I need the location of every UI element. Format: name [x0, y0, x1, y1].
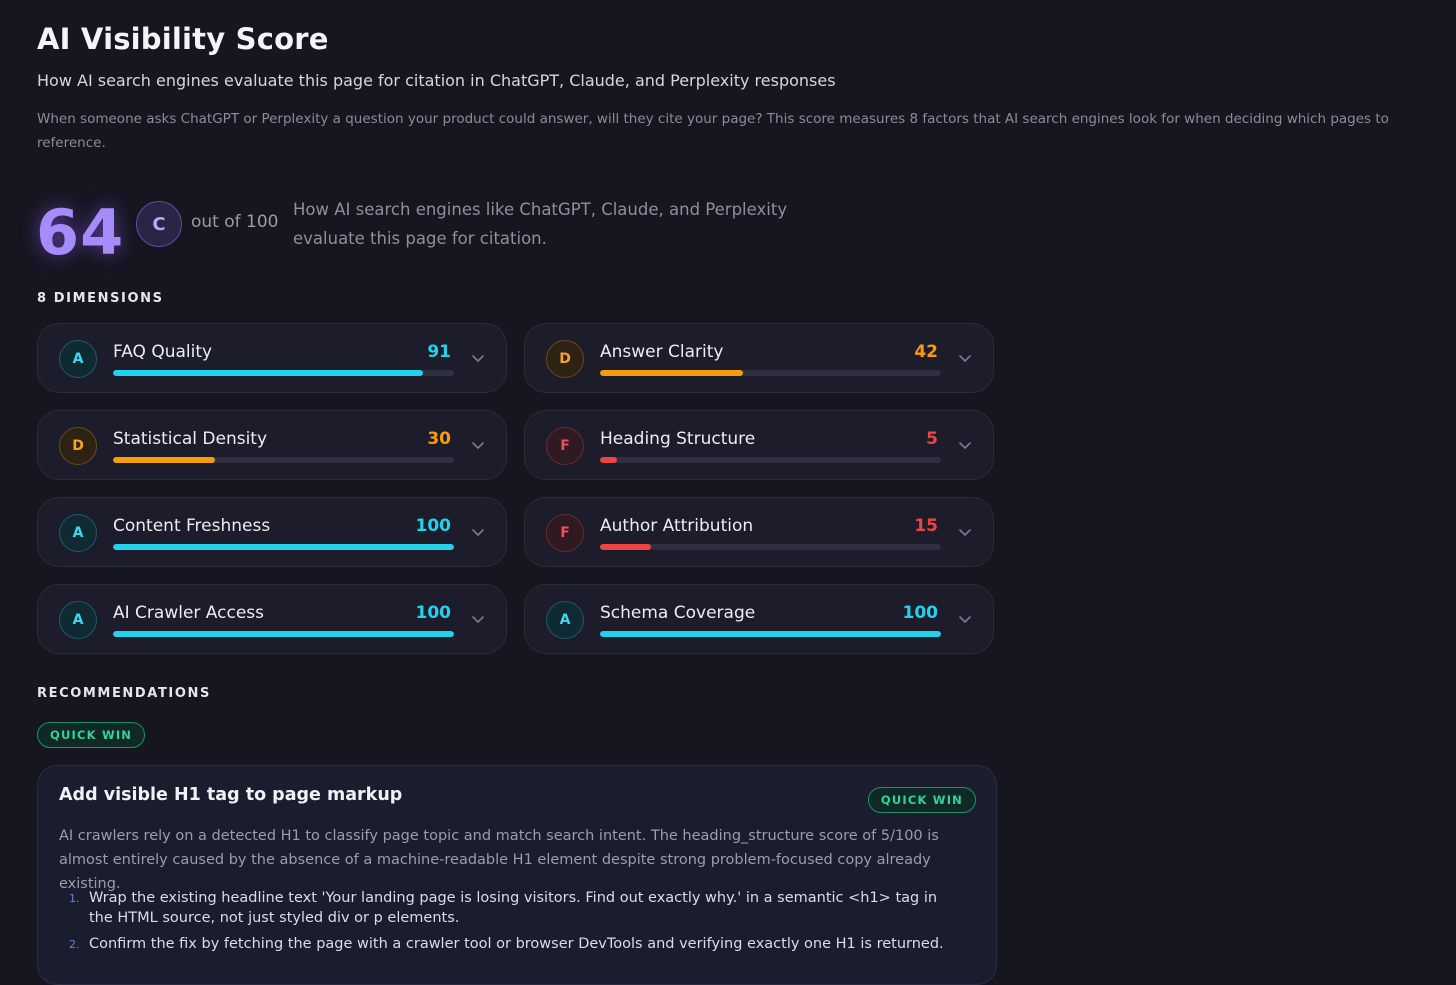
score-description: How AI search engines like ChatGPT, Clau… [293, 200, 788, 248]
dimension-label: Answer Clarity [600, 342, 724, 362]
dimension-progress-track [600, 631, 941, 637]
overall-score: 64 [36, 196, 125, 269]
dimension-progress-fill [600, 370, 744, 376]
dimension-label: AI Crawler Access [113, 603, 264, 623]
step-text: Wrap the existing headline text 'Your la… [89, 890, 938, 926]
dimension-progress-fill [113, 631, 454, 637]
page-description: When someone asks ChatGPT or Perplexity … [37, 111, 1389, 151]
dimensions-heading: 8 DIMENSIONS [37, 291, 164, 306]
page-title: AI Visibility Score [37, 22, 329, 56]
dimension-progress-track [600, 457, 941, 463]
dimension-progress-fill [113, 457, 216, 463]
chevron-down-icon[interactable] [957, 611, 973, 627]
dimension-progress-track [113, 631, 454, 637]
chevron-down-icon[interactable] [957, 524, 973, 540]
dimension-score: 30 [427, 429, 451, 449]
dimension-card[interactable]: A Content Freshness 100 [37, 497, 507, 567]
dimension-card[interactable]: A FAQ Quality 91 [37, 323, 507, 393]
recommendation-tag: QUICK WIN [867, 787, 976, 813]
chevron-down-icon[interactable] [957, 437, 973, 453]
dimension-card[interactable]: A AI Crawler Access 100 [37, 584, 507, 654]
chevron-down-icon[interactable] [957, 350, 973, 366]
chevron-down-icon[interactable] [470, 524, 486, 540]
recommendation-steps: 1. Wrap the existing headline text 'Your… [59, 888, 959, 960]
dimension-score: 5 [926, 429, 938, 449]
recommendation-tag-label: QUICK WIN [867, 787, 976, 813]
dimension-progress-fill [600, 457, 618, 463]
step-number: 1. [69, 892, 80, 905]
dimension-score: 100 [415, 516, 452, 536]
chevron-down-icon[interactable] [470, 611, 486, 627]
dimension-label: Author Attribution [600, 516, 754, 536]
dimension-card[interactable]: D Answer Clarity 42 [524, 323, 994, 393]
dimension-progress-fill [113, 544, 454, 550]
dimension-progress-fill [113, 370, 424, 376]
dimension-progress-track [113, 544, 454, 550]
dimension-progress-track [113, 457, 454, 463]
dimension-card[interactable]: F Heading Structure 5 [524, 410, 994, 480]
dimension-grade-badge: F [546, 427, 584, 465]
dimension-card[interactable]: D Statistical Density 30 [37, 410, 507, 480]
quick-win-filter[interactable]: QUICK WIN [37, 722, 146, 748]
overall-grade-badge: C [136, 201, 182, 247]
recommendation-card[interactable]: Add visible H1 tag to page markup QUICK … [37, 765, 997, 985]
dimension-progress-fill [600, 544, 652, 550]
dimension-score: 42 [914, 342, 938, 362]
dimension-score: 100 [902, 603, 939, 623]
dimension-progress-track [113, 370, 454, 376]
dimension-score: 100 [415, 603, 452, 623]
dimension-progress-track [600, 370, 941, 376]
ai-visibility-page: AI Visibility Score How AI search engine… [36, 22, 1389, 985]
dimension-card[interactable]: F Author Attribution 15 [524, 497, 994, 567]
dimension-label: Statistical Density [113, 429, 268, 449]
chevron-down-icon[interactable] [470, 350, 486, 366]
chevron-down-icon[interactable] [470, 437, 486, 453]
dimension-grade-badge: A [59, 340, 97, 378]
recommendation-body: AI crawlers rely on a detected H1 to cla… [59, 828, 939, 892]
dimension-label: Heading Structure [600, 429, 756, 449]
quick-win-filter-label: QUICK WIN [37, 722, 146, 748]
dimension-score: 15 [914, 516, 938, 536]
recommendation-step: 1. Wrap the existing headline text 'Your… [59, 888, 959, 928]
dimension-score: 91 [427, 342, 451, 362]
page-subtitle: How AI search engines evaluate this page… [37, 71, 836, 90]
score-out-of: out of 100 [191, 212, 279, 232]
step-number: 2. [69, 938, 80, 951]
dimension-progress-track [600, 544, 941, 550]
recommendation-title: Add visible H1 tag to page markup [59, 785, 403, 805]
dimension-grade-badge: A [59, 514, 97, 552]
recommendation-step: 2. Confirm the fix by fetching the page … [59, 934, 959, 954]
step-text: Confirm the fix by fetching the page wit… [89, 936, 944, 952]
dimension-label: FAQ Quality [113, 342, 213, 362]
dimension-grade-badge: A [59, 601, 97, 639]
dimension-grade-badge: F [546, 514, 584, 552]
dimension-grade-badge: D [546, 340, 584, 378]
dimension-card[interactable]: A Schema Coverage 100 [524, 584, 994, 654]
dimension-label: Content Freshness [113, 516, 271, 536]
dimension-grade-badge: A [546, 601, 584, 639]
dimension-label: Schema Coverage [600, 603, 756, 623]
dimension-grade-badge: D [59, 427, 97, 465]
dimension-progress-fill [600, 631, 941, 637]
recommendations-heading: RECOMMENDATIONS [37, 686, 211, 701]
